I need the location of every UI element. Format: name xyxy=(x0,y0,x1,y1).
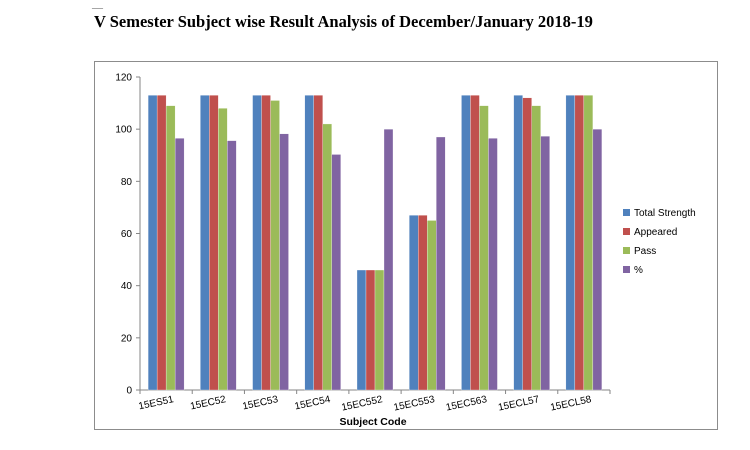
bar-appeared-15ec553 xyxy=(418,215,428,391)
bar-pass-15es51 xyxy=(165,105,176,391)
bar-pass-15ec563 xyxy=(479,105,489,391)
legend-label: % xyxy=(634,265,643,276)
page-title: V Semester Subject wise Result Analysis … xyxy=(94,12,593,31)
bar-appeared-15ecl57 xyxy=(522,97,532,391)
y-tick-label: 120 xyxy=(115,73,132,84)
bar-total-strength-15es51 xyxy=(147,95,158,391)
bar-total-strength-15ec553 xyxy=(409,215,419,391)
bar--15ec552 xyxy=(383,129,394,391)
bar-pass-15ec54 xyxy=(322,123,332,391)
bar-pass-15ecl57 xyxy=(531,105,541,391)
bar-pass-15ec52 xyxy=(218,108,228,391)
chart-bars xyxy=(147,95,603,391)
bar--15ec54 xyxy=(331,154,341,391)
x-tick-label: 15EC53 xyxy=(242,394,280,412)
x-tick-label: 15EC553 xyxy=(393,394,437,414)
x-axis-ticks: 15ES51 15EC52 15EC53 15EC54 15EC552 15EC553 15… xyxy=(138,390,611,414)
x-tick-label: 15EC52 xyxy=(189,394,227,412)
y-tick-label: 80 xyxy=(121,177,133,188)
legend-swatch xyxy=(623,209,630,216)
y-tick-label: 0 xyxy=(126,386,132,397)
bar-pass-15ec53 xyxy=(270,100,280,391)
y-tick-label: 60 xyxy=(121,229,133,240)
x-tick-label: 15EC563 xyxy=(445,394,489,414)
bar--15ecl57 xyxy=(540,136,550,391)
bar--15ec52 xyxy=(227,140,237,391)
x-tick-label: 15ECL58 xyxy=(549,394,593,414)
y-tick-label: 40 xyxy=(121,281,133,292)
legend-label: Appeared xyxy=(634,227,677,238)
chart-frame xyxy=(94,61,718,430)
y-tick-label: 20 xyxy=(121,333,133,344)
bar-appeared-15ec53 xyxy=(261,95,271,391)
legend-swatch xyxy=(623,247,630,254)
top-dash: — xyxy=(92,2,103,14)
bar-pass-15ecl58 xyxy=(583,95,594,391)
x-axis-title: Subject Code xyxy=(339,416,406,428)
bar-total-strength-15ecl57 xyxy=(513,95,523,391)
bar-total-strength-15ec563 xyxy=(461,95,471,391)
legend-swatch xyxy=(623,266,630,273)
bar--15ec553 xyxy=(436,136,446,391)
y-axis-ticks: 0 20 40 60 80 100 120 xyxy=(115,73,140,397)
legend-label: Total Strength xyxy=(634,208,696,219)
bar--15ec563 xyxy=(488,138,498,391)
bar-appeared-15ec563 xyxy=(470,95,480,391)
chart-legend: Total Strength Appeared Pass% xyxy=(623,208,696,276)
bar-pass-15ec552 xyxy=(374,269,385,391)
x-tick-label: 15EC54 xyxy=(294,394,332,412)
legend-label: Pass xyxy=(634,246,656,257)
bar-total-strength-15ec52 xyxy=(200,95,210,391)
x-tick-label: 15EC552 xyxy=(341,394,385,414)
bar-total-strength-15ec552 xyxy=(356,269,367,391)
bar--15ec53 xyxy=(279,133,289,391)
bar-appeared-15ec552 xyxy=(365,269,376,391)
bar-appeared-15es51 xyxy=(156,95,167,391)
y-tick-label: 100 xyxy=(115,125,132,136)
bar-pass-15ec553 xyxy=(427,220,437,391)
bar--15es51 xyxy=(174,138,185,391)
bar--15ecl58 xyxy=(592,129,603,391)
bar-appeared-15ec54 xyxy=(313,95,323,391)
bar-appeared-15ecl58 xyxy=(574,95,585,391)
bar-total-strength-15ec54 xyxy=(304,95,314,391)
x-tick-label: 15ECL57 xyxy=(497,394,541,414)
legend-swatch xyxy=(623,228,630,235)
bar-total-strength-15ec53 xyxy=(252,95,262,391)
bar-total-strength-15ecl58 xyxy=(565,95,576,391)
bar-appeared-15ec52 xyxy=(209,95,219,391)
x-tick-label: 15ES51 xyxy=(138,394,176,412)
